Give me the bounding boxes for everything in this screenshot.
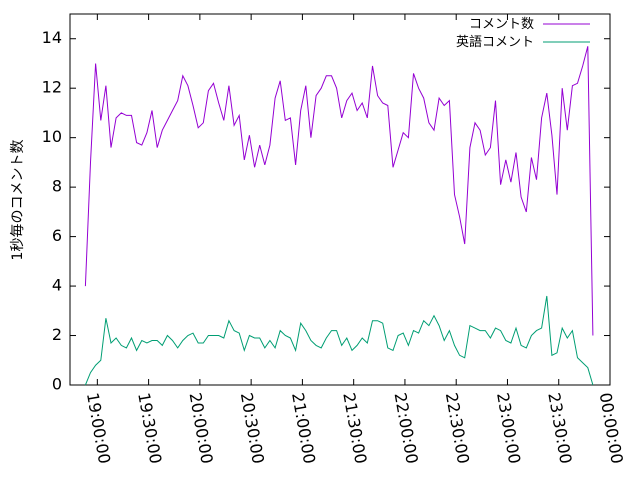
x-tick-label: 22:00:00	[391, 391, 422, 465]
series-lines	[84, 46, 594, 386]
y-axis-title: 1秒毎のコメント数	[10, 140, 26, 261]
x-tick-label: 20:00:00	[186, 391, 217, 465]
y-tick-label: 2	[52, 325, 62, 344]
series-line-0	[84, 46, 594, 336]
legend-label-comments: コメント数	[469, 17, 534, 32]
plot-area-frame	[69, 13, 611, 386]
y-tick-label: 10	[42, 127, 62, 146]
legend-label-english-comments: 英語コメント	[456, 34, 534, 50]
series-line-1	[84, 295, 594, 386]
y-tick-label: 0	[52, 375, 62, 394]
y-tick-label: 14	[42, 28, 62, 47]
x-tick-label: 21:30:00	[339, 391, 370, 465]
x-tick-label: 23:00:00	[493, 391, 524, 465]
legend: コメント数 英語コメント	[456, 17, 590, 50]
y-tick-label: 6	[52, 226, 62, 245]
x-tick-label: 19:30:00	[134, 391, 165, 465]
y-axis: 0 2 4 6 8 10 12 14	[42, 28, 610, 394]
x-tick-label: 00:00:00	[596, 391, 627, 465]
x-axis: 19:00:00 19:30:00 20:00:00 20:30:00 21:00:00…	[83, 14, 627, 465]
y-tick-label: 4	[52, 276, 62, 295]
x-tick-label: 20:30:00	[237, 391, 268, 465]
x-tick-label: 21:00:00	[288, 391, 319, 465]
x-tick-label: 19:00:00	[83, 391, 114, 465]
y-tick-label: 8	[52, 177, 62, 196]
y-tick-label: 12	[42, 78, 62, 97]
x-tick-label: 23:30:00	[544, 391, 575, 465]
x-tick-label: 22:30:00	[442, 391, 473, 465]
